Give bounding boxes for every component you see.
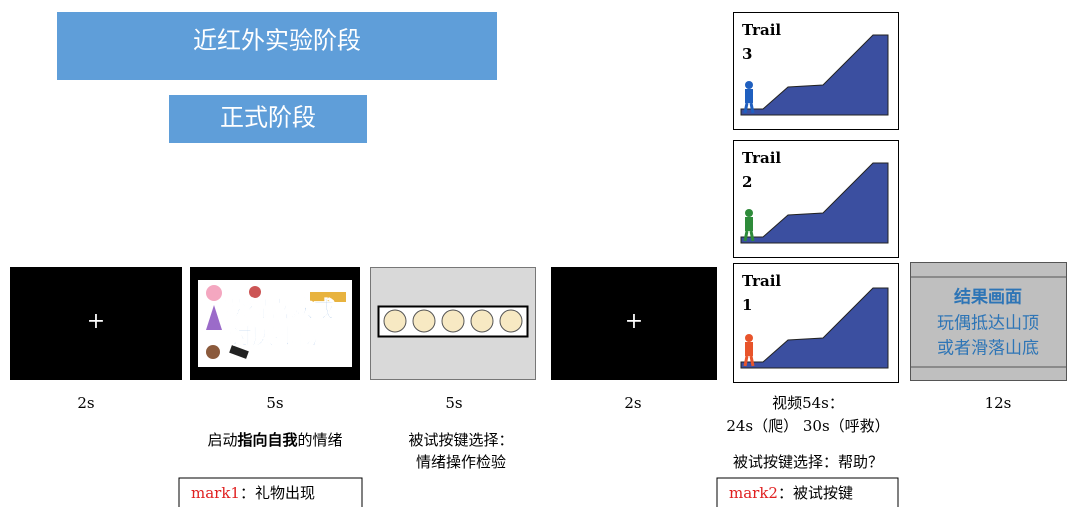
toy [206,345,220,359]
trail-label: Trail [742,149,781,167]
mark: mark2：被试按键 [729,484,853,502]
fixation-cross: + [625,309,643,334]
mark: mark1：礼物出现 [191,484,315,502]
phase-title: 近红外实验阶段 [193,27,361,55]
note: 被试按键选择：帮助？ [733,453,883,471]
mark-label: mark2 [729,484,778,502]
duration: 12s [985,394,1012,412]
stage-banner [169,95,367,143]
figure [749,230,755,242]
duration: 5s [266,394,283,412]
mountain [740,162,889,244]
toy [249,286,261,298]
fixation-screen [551,267,717,380]
note-part: 启动 [207,431,237,449]
figure [745,209,753,217]
fixation-screen [10,267,182,380]
note: 被试按键选择： [408,431,513,449]
toy [206,285,222,301]
phase-banner [57,12,497,80]
mark-text: ：礼物出现 [240,484,315,502]
toy [206,305,222,330]
result-screen [910,262,1067,381]
figure [745,89,753,103]
toy [229,345,249,359]
figure [745,334,753,342]
stage-title: 正式阶段 [220,104,316,132]
result-text: 结果画面 [954,287,1022,308]
duration: 5s [445,394,462,412]
result-text: 或者滑落山底 [937,339,1039,359]
mark-text: ：被试按键 [778,484,853,502]
toy [310,292,346,302]
note: 启动指向自我的情绪 [207,431,342,449]
figure [743,102,749,114]
figure [743,230,749,242]
mark-box [178,477,363,507]
duration: 视频54s： [772,394,844,412]
figure [743,355,749,367]
figure [745,81,753,89]
figure [749,355,755,367]
emoji-faces [383,309,523,333]
result-text: 玩偶抵达山顶 [937,314,1039,334]
trail-number: 1 [742,296,752,314]
duration: 2s [77,394,94,412]
trail-label: Trail [742,21,781,39]
note: 情绪操作检验 [416,453,506,471]
trail-number: 3 [742,45,752,63]
figure [749,102,755,114]
gift-text: 获得喜欢或 [225,297,335,323]
gift-text: 讨厌礼物 [230,324,318,350]
figure [745,342,753,356]
trail-number: 2 [742,173,752,191]
mountain [740,34,889,116]
duration: 2s [624,394,641,412]
duration: 24s（爬） 30s（呼救） [726,417,889,435]
trail-label: Trail [742,272,781,290]
mark-box [716,477,899,507]
fixation-cross: + [87,309,105,334]
note-part: 的情绪 [298,431,343,449]
note-part: 指向自我 [237,431,297,449]
mountain [740,287,889,369]
figure [745,217,753,231]
mark-label: mark1 [191,484,240,502]
